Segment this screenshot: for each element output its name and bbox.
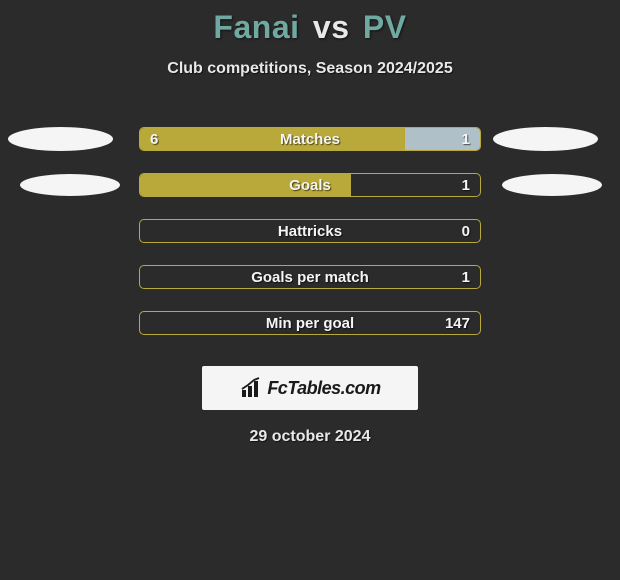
stat-label: Goals per match	[140, 266, 480, 288]
stat-row: 1Goals per match	[0, 254, 620, 300]
stat-bar: 0Hattricks	[139, 219, 481, 243]
stat-bar: 61Matches	[139, 127, 481, 151]
page-title: Fanai vs PV	[0, 9, 620, 46]
player2-avatar-placeholder	[502, 174, 602, 196]
stat-row: 61Matches	[0, 116, 620, 162]
stats-area: 61Matches 1Goals 0Hattricks 1Goals per matc…	[0, 116, 620, 346]
player1-name: Fanai	[213, 9, 299, 45]
stat-label: Matches	[140, 128, 480, 150]
stat-bar: 147Min per goal	[139, 311, 481, 335]
brand-chart-icon	[239, 376, 263, 400]
stat-bar: 1Goals per match	[139, 265, 481, 289]
stat-row: 1Goals	[0, 162, 620, 208]
stat-bar: 1Goals	[139, 173, 481, 197]
subtitle: Club competitions, Season 2024/2025	[0, 60, 620, 78]
player1-avatar-placeholder	[8, 127, 113, 151]
player1-avatar-placeholder	[20, 174, 120, 196]
stat-label: Goals	[140, 174, 480, 196]
stat-label: Hattricks	[140, 220, 480, 242]
date-text: 29 october 2024	[0, 428, 620, 446]
vs-text: vs	[313, 9, 350, 45]
stat-row: 0Hattricks	[0, 208, 620, 254]
stat-label: Min per goal	[140, 312, 480, 334]
comparison-infographic: Fanai vs PV Club competitions, Season 20…	[0, 0, 620, 446]
brand-box: FcTables.com	[202, 366, 418, 410]
brand-text: FcTables.com	[267, 378, 380, 399]
stat-row: 147Min per goal	[0, 300, 620, 346]
player2-avatar-placeholder	[493, 127, 598, 151]
player2-name: PV	[363, 9, 407, 45]
